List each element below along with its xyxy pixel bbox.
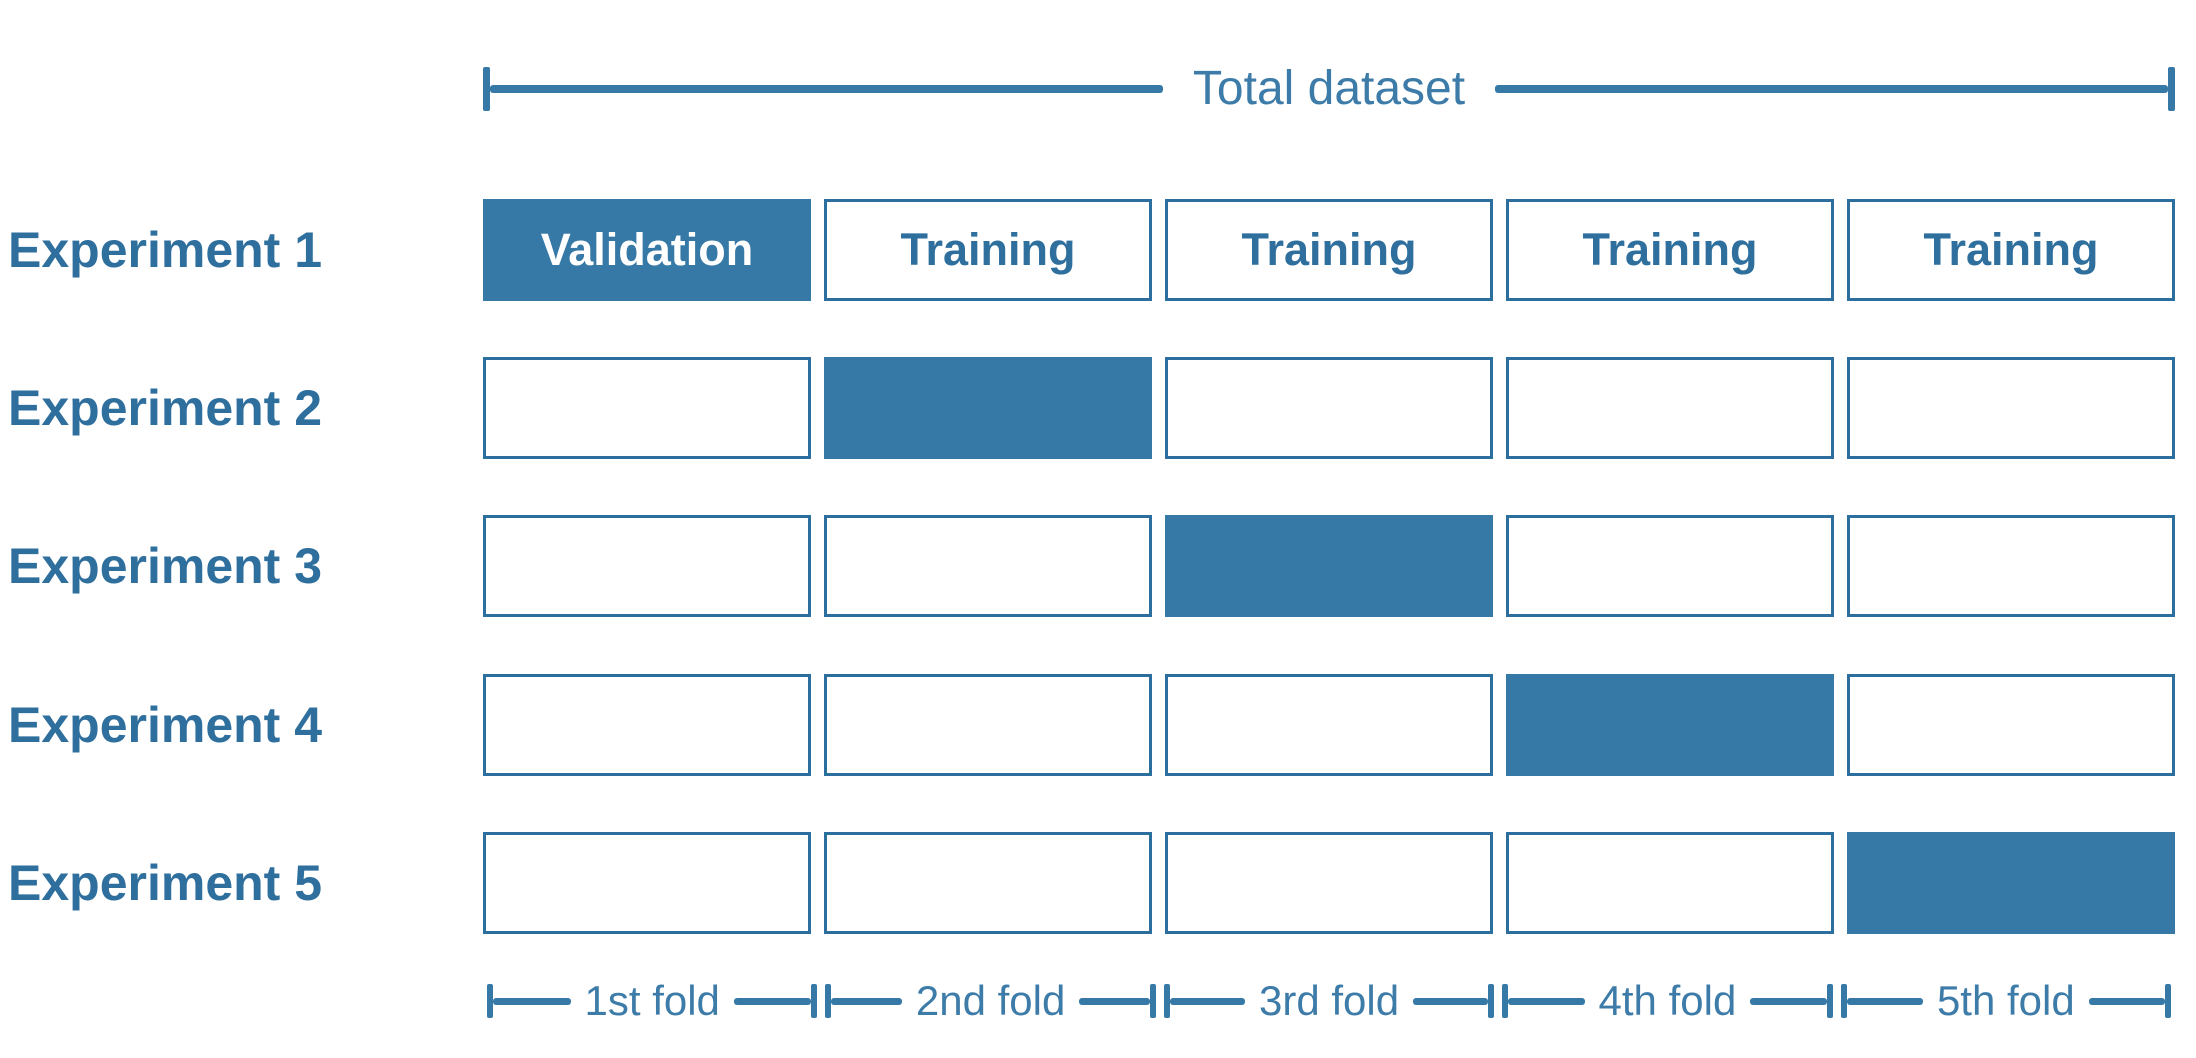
fold-label: 1st fold: [584, 977, 720, 1024]
experiment-label: Experiment 3: [8, 538, 323, 594]
bracket-dash: [493, 997, 571, 1005]
bracket-dash: [1413, 997, 1489, 1005]
fold-label: 5th fold: [1936, 977, 2075, 1024]
experiment-label: Experiment 2: [8, 380, 323, 436]
training-fold-cell: [824, 674, 1152, 776]
training-fold-cell: [824, 832, 1152, 934]
fold-cells: [483, 357, 2175, 459]
bracket-cap-right: [2168, 67, 2175, 111]
training-fold-cell: Training: [1165, 199, 1493, 301]
experiment-row: Experiment 2: [0, 357, 2196, 459]
training-fold-cell: Training: [1847, 199, 2175, 301]
validation-fold-cell: [1165, 515, 1493, 617]
experiment-row: Experiment 4: [0, 674, 2196, 776]
bracket-line-left: [490, 85, 1163, 93]
bracket-tick-right: [2165, 984, 2172, 1018]
fold-2-bracket: 2nd fold: [821, 972, 1159, 1030]
bracket-tick-left: [1502, 984, 1509, 1018]
validation-fold-cell: [1506, 674, 1834, 776]
experiment-row: Experiment 1 Validation Training Trainin…: [0, 199, 2196, 301]
fold-cells: [483, 674, 2175, 776]
fold-cells: [483, 515, 2175, 617]
training-fold-cell: [1506, 357, 1834, 459]
training-fold-cell: [1506, 832, 1834, 934]
training-fold-cell: [1847, 515, 2175, 617]
fold-4-bracket: 4th fold: [1498, 972, 1836, 1030]
validation-fold-cell: [1847, 832, 2175, 934]
training-fold-cell: [1165, 832, 1493, 934]
fold-label: 3rd fold: [1258, 977, 1400, 1024]
fold-cells: [483, 832, 2175, 934]
bracket-dash: [733, 997, 812, 1005]
validation-fold-cell: [824, 357, 1152, 459]
training-fold-cell: [824, 515, 1152, 617]
training-fold-cell: [1847, 674, 2175, 776]
fold-3-bracket: 3rd fold: [1160, 972, 1498, 1030]
bracket-tick-right: [1826, 984, 1833, 1018]
experiment-row: Experiment 5: [0, 832, 2196, 934]
experiment-label: Experiment 1: [8, 222, 323, 278]
bracket-tick-left: [1840, 984, 1847, 1018]
bracket-dash: [831, 997, 902, 1005]
experiment-label: Experiment 5: [8, 855, 323, 911]
training-fold-cell: [483, 832, 811, 934]
training-fold-cell: [1847, 357, 2175, 459]
fold-label: 4th fold: [1598, 977, 1737, 1024]
experiment-label: Experiment 4: [8, 697, 323, 753]
bracket-dash: [1846, 997, 1923, 1005]
fold-5-bracket: 5th fold: [1837, 972, 2175, 1030]
bracket-dash: [1169, 997, 1245, 1005]
training-fold-cell: [483, 674, 811, 776]
validation-fold-cell: Validation: [483, 199, 811, 301]
bracket-tick-left: [1163, 984, 1170, 1018]
bracket-tick-left: [825, 984, 832, 1018]
total-dataset-label: Total dataset: [1192, 62, 1466, 115]
training-fold-cell: [483, 515, 811, 617]
bracket-dash: [1079, 997, 1150, 1005]
bracket-line-right: [1495, 85, 2168, 93]
training-fold-cell: Training: [1506, 199, 1834, 301]
fold-axis: 1st fold 2nd fold 3rd fold 4th fold: [483, 972, 2175, 1030]
bracket-tick-right: [1488, 984, 1495, 1018]
training-fold-cell: Training: [824, 199, 1152, 301]
training-fold-cell: [483, 357, 811, 459]
bracket-dash: [1508, 997, 1585, 1005]
training-fold-cell: [1165, 674, 1493, 776]
bracket-cap-left: [483, 67, 490, 111]
fold-cells: Validation Training Training Training Tr…: [483, 199, 2175, 301]
fold-1-bracket: 1st fold: [483, 972, 821, 1030]
bracket-dash: [1750, 997, 1827, 1005]
bracket-dash: [2088, 997, 2166, 1005]
bracket-tick-right: [811, 984, 818, 1018]
bracket-tick-right: [1149, 984, 1156, 1018]
bracket-tick-left: [487, 984, 493, 1018]
total-dataset-bracket: Total dataset: [483, 64, 2175, 114]
training-fold-cell: [1506, 515, 1834, 617]
experiment-row: Experiment 3: [0, 515, 2196, 617]
fold-label: 2nd fold: [915, 977, 1066, 1024]
training-fold-cell: [1165, 357, 1493, 459]
